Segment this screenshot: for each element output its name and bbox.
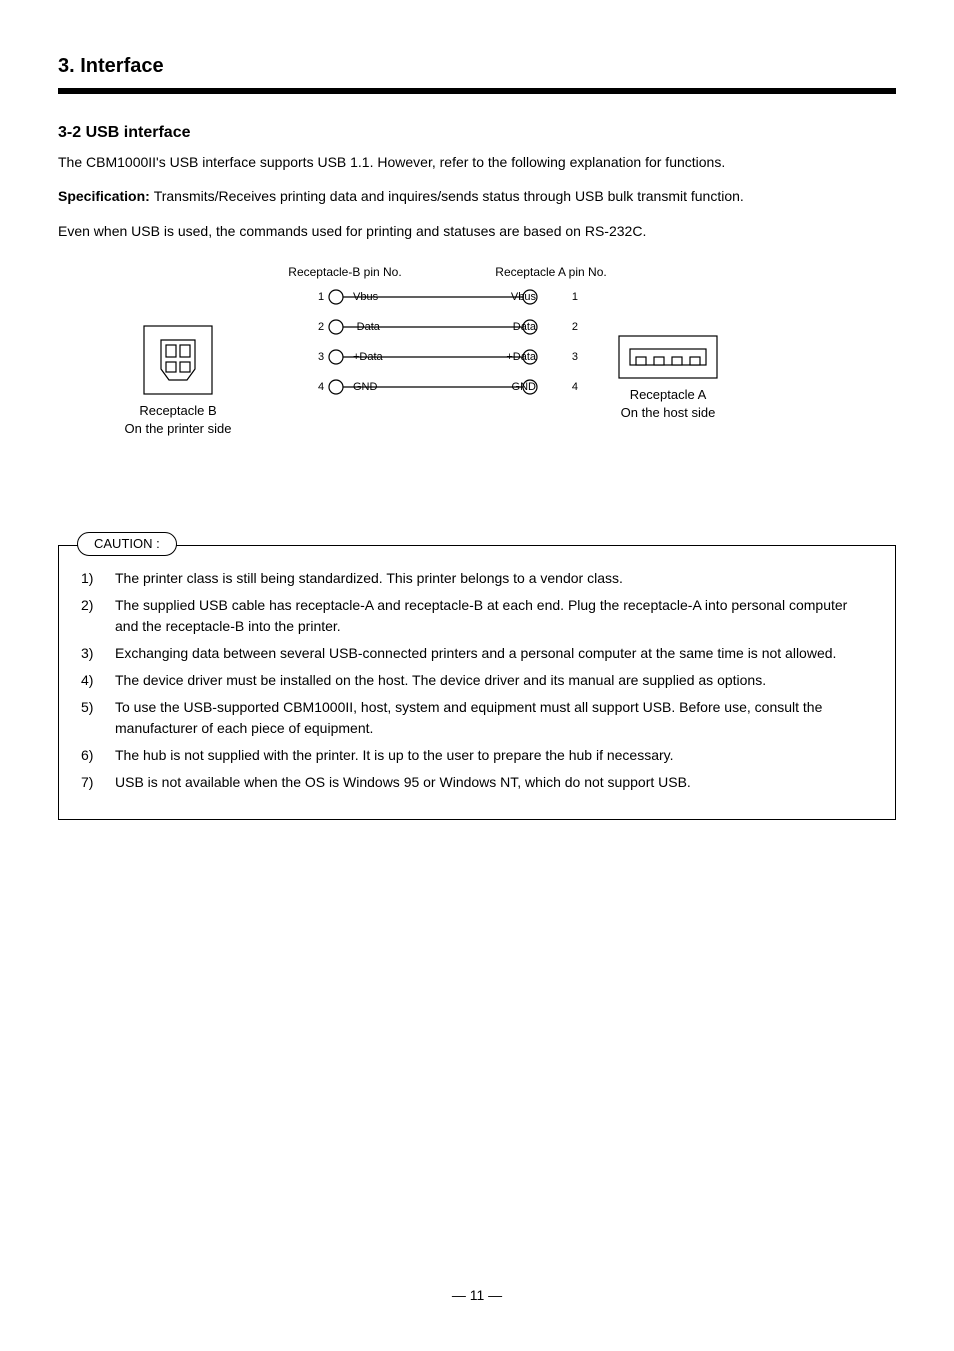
pin-lname-1: -Data: [353, 321, 380, 333]
caution-item: 5)To use the USB-supported CBM1000II, ho…: [81, 697, 873, 739]
pin-lnum-0: 1: [318, 291, 324, 303]
caution-item: 3)Exchanging data between several USB-co…: [81, 643, 873, 664]
pin-rnum-3: 4: [538, 381, 578, 393]
page: 3. Interface 3-2 USB interface The CBM10…: [0, 0, 954, 1351]
header-rule: [58, 88, 896, 94]
pin-lnum-2: 3: [318, 351, 324, 363]
pin-lname-3: GND: [353, 381, 377, 393]
pin-rnum-1: 2: [538, 321, 578, 333]
pin-header-right: Receptacle A pin No.: [476, 265, 626, 279]
pin-rnum-2: 3: [538, 351, 578, 363]
pin-rname-2: +Data: [476, 351, 536, 363]
pin-lname-0: Vbus: [353, 291, 378, 303]
page-number: — 11 —: [0, 1287, 954, 1303]
usb-wiring-diagram: Receptacle B On the printer side Recepta…: [58, 265, 896, 505]
pin-lnum-3: 4: [318, 381, 324, 393]
caution-item: 1)The printer class is still being stand…: [81, 568, 873, 589]
pin-rname-0: Vbus: [476, 291, 536, 303]
caution-item: 7)USB is not available when the OS is Wi…: [81, 772, 873, 793]
receptacle-a-label-1: Receptacle A: [618, 387, 718, 402]
receptacle-b-label-1: Receptacle B: [128, 403, 228, 418]
header-title: 3. Interface: [58, 55, 896, 78]
pin-lname-2: +Data: [353, 351, 383, 363]
caution-box: CAUTION : 1)The printer class is still b…: [58, 545, 896, 820]
caution-label: CAUTION :: [77, 532, 177, 556]
section-heading: 3-2 USB interface: [58, 124, 896, 142]
caution-item: 4)The device driver must be installed on…: [81, 670, 873, 691]
receptacle-b-icon: [143, 325, 213, 400]
receptacle-b-label-2: On the printer side: [113, 421, 243, 436]
pin-header-left: Receptacle-B pin No.: [270, 265, 420, 279]
pin-lnum-1: 2: [318, 321, 324, 333]
intro-paragraph: The CBM1000II's USB interface supports U…: [58, 152, 896, 172]
spec-body: Transmits/Receives printing data and inq…: [154, 188, 744, 204]
spec-note: Even when USB is used, the commands used…: [58, 221, 896, 241]
spec-lead: Specification:: [58, 188, 154, 204]
caution-item: 6)The hub is not supplied with the print…: [81, 745, 873, 766]
pin-rnum-0: 1: [538, 291, 578, 303]
receptacle-a-icon: [618, 335, 718, 384]
caution-item: 2)The supplied USB cable has receptacle-…: [81, 595, 873, 637]
receptacle-a-label-2: On the host side: [613, 405, 723, 420]
spec-paragraph: Specification: Transmits/Receives printi…: [58, 186, 896, 206]
pin-rname-3: GND: [476, 381, 536, 393]
pin-rname-1: -Data: [476, 321, 536, 333]
caution-list: 1)The printer class is still being stand…: [81, 568, 873, 793]
